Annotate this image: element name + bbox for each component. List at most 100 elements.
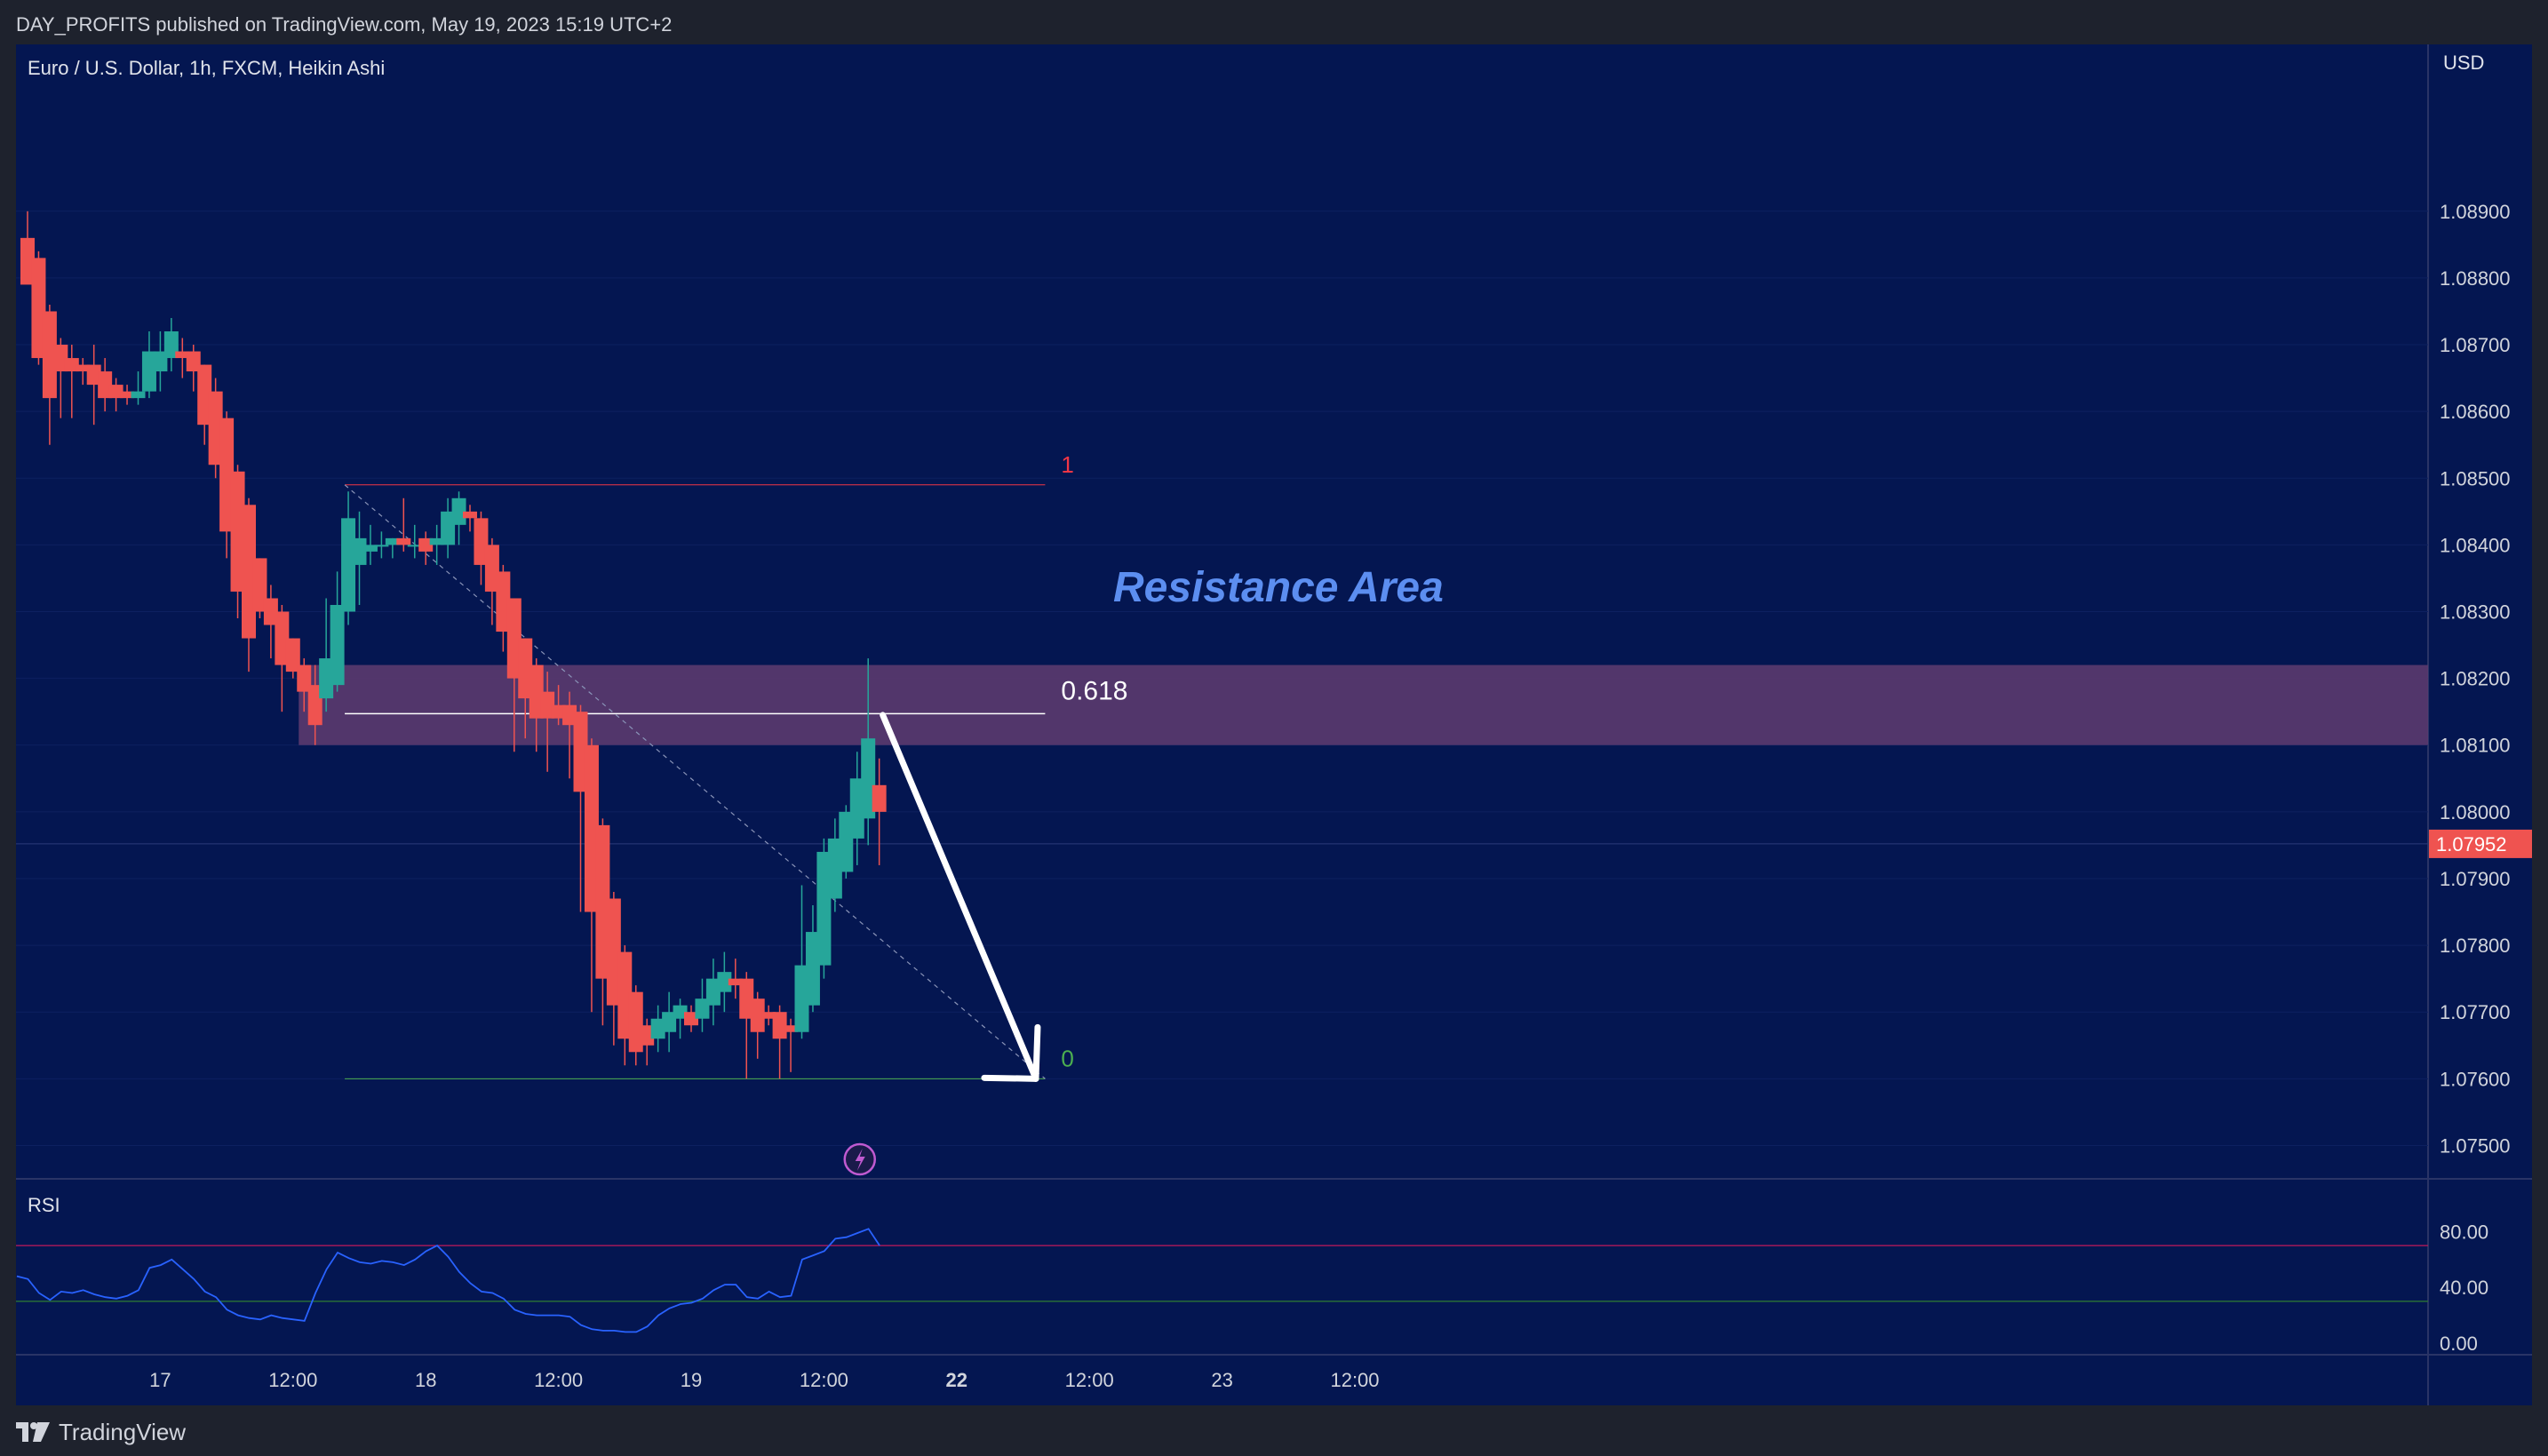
- resistance-area-label: Resistance Area: [1113, 564, 1444, 611]
- time-tick-label: 12:00: [1330, 1369, 1379, 1391]
- trend-arrow-layer[interactable]: [843, 712, 1041, 1176]
- candle: [175, 338, 190, 378]
- candle: [728, 959, 743, 999]
- candle: [141, 331, 156, 399]
- candle-body: [362, 545, 378, 552]
- candle-body: [341, 518, 356, 612]
- fib-label-1: 1: [1061, 451, 1073, 478]
- fib-label-0: 0: [1061, 1045, 1073, 1071]
- candle: [418, 531, 434, 565]
- fib-label-0-618: 0.618: [1061, 676, 1127, 705]
- candle: [562, 691, 577, 779]
- candle-body: [319, 658, 334, 699]
- candle: [584, 738, 599, 1013]
- candle: [717, 951, 732, 1013]
- time-tick-label: 12:00: [534, 1369, 583, 1391]
- candle-body: [573, 712, 588, 792]
- price-tick-label: 1.08400: [2440, 534, 2511, 556]
- chart-title: Euro / U.S. Dollar, 1h, FXCM, Heikin Ash…: [28, 57, 385, 79]
- candle: [705, 959, 721, 1026]
- candle: [219, 411, 235, 559]
- candle-body: [31, 258, 46, 359]
- tradingview-logo[interactable]: TradingView: [16, 1418, 186, 1446]
- candle: [784, 1018, 799, 1072]
- price-tick-label: 1.08300: [2440, 601, 2511, 624]
- candle: [64, 345, 79, 418]
- candle: [628, 985, 643, 1066]
- candle: [451, 491, 466, 545]
- price-tick-label: 1.08000: [2440, 801, 2511, 823]
- candle: [407, 524, 422, 559]
- fib-trend-line[interactable]: [344, 484, 1046, 1079]
- candle-body: [98, 371, 113, 399]
- candle-body: [396, 537, 411, 545]
- candles: [20, 211, 887, 1079]
- candle-body: [695, 999, 710, 1019]
- trend-arrow-head[interactable]: [981, 1023, 1041, 1082]
- price-axis[interactable]: 1.08900 1.08800 1.08700 1.08600 1.08500 1.084…: [2429, 201, 2532, 1158]
- time-axis[interactable]: 17 12:00 18 12:00 19 12:00 22 12:00 23 12:00: [149, 1369, 1379, 1391]
- candle-body: [650, 1018, 665, 1039]
- candle: [794, 885, 809, 1039]
- chart-area[interactable]: 1 0.618 0 1.08900 1.08800 1.08700 1.08600 1.08…: [16, 44, 2532, 1405]
- time-tick-label: 23: [1211, 1369, 1232, 1391]
- candle: [529, 658, 544, 752]
- candle-body: [717, 972, 732, 992]
- candle: [42, 304, 57, 445]
- resistance-zone: [299, 664, 2428, 745]
- candle: [750, 991, 765, 1059]
- lightning-event-icon[interactable]: [843, 1142, 876, 1176]
- candle-body: [861, 738, 876, 819]
- time-tick-label: 18: [415, 1369, 436, 1391]
- candle-body: [163, 331, 179, 359]
- candle: [617, 945, 633, 1066]
- candle-body: [20, 237, 35, 285]
- candle: [573, 704, 588, 912]
- candle-body: [606, 898, 621, 1006]
- candle: [20, 211, 35, 285]
- candle: [86, 345, 101, 426]
- candle-body: [76, 364, 91, 372]
- candle: [186, 345, 201, 392]
- chart-svg[interactable]: 1 0.618 0 1.089001.088001.087001.086001.08…: [16, 44, 2532, 1405]
- candle: [330, 571, 345, 692]
- fib-retracement[interactable]: 1 0.618 0: [344, 451, 1127, 1079]
- candle: [463, 505, 477, 532]
- candle: [551, 685, 566, 726]
- price-tick-label: 1.08600: [2440, 401, 2511, 423]
- candle: [772, 1005, 787, 1079]
- candle: [506, 598, 522, 752]
- time-tick-label: 12:00: [1065, 1369, 1114, 1391]
- candle: [518, 638, 533, 739]
- candle-body: [474, 518, 489, 565]
- candle-body: [407, 545, 422, 547]
- candle-body: [617, 951, 633, 1039]
- last-price-badge: [2429, 829, 2532, 858]
- candle-body: [120, 391, 135, 399]
- candle-body: [827, 838, 842, 899]
- rsi-pane: [16, 1228, 2428, 1333]
- price-tick-label: 1.07900: [2440, 868, 2511, 890]
- time-tick-label: 17: [149, 1369, 171, 1391]
- candle-body: [242, 505, 256, 639]
- time-tick-label: 19: [681, 1369, 702, 1391]
- candle-body: [285, 638, 300, 672]
- candle: [739, 972, 754, 1079]
- candle: [695, 978, 710, 1032]
- candle: [849, 752, 864, 865]
- currency-label: USD: [2443, 52, 2484, 74]
- candle: [673, 999, 688, 1039]
- trend-arrow-shaft[interactable]: [880, 712, 1039, 1082]
- candle-body: [197, 364, 212, 426]
- candle-body: [750, 999, 765, 1032]
- candle: [352, 511, 367, 605]
- candle-body: [53, 345, 68, 372]
- candle-body: [761, 1012, 776, 1019]
- candle-body: [551, 704, 566, 719]
- candle-body: [263, 598, 278, 625]
- candle: [816, 838, 832, 979]
- candle-body: [728, 978, 743, 986]
- candle-body: [595, 824, 610, 979]
- candle: [285, 638, 300, 679]
- candle-body: [252, 558, 267, 612]
